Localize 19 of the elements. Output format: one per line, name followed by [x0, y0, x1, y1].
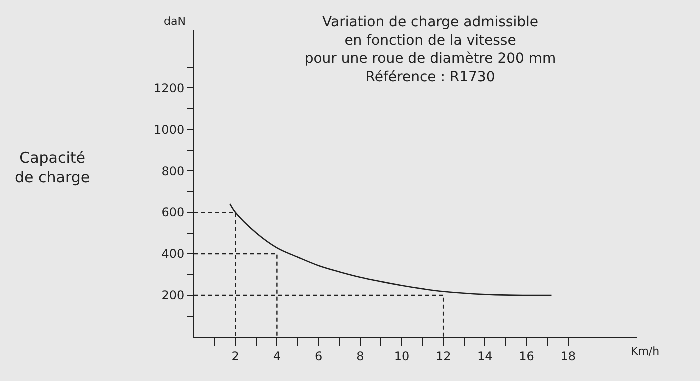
- x-tick-label: 18: [560, 349, 576, 364]
- text: Capacité de charge: [15, 149, 90, 186]
- x-tick-label: 6: [314, 349, 323, 364]
- x-tick-label: 16: [519, 349, 534, 364]
- x-tick-label: 14: [478, 349, 493, 364]
- y-tick-label: 200: [162, 288, 185, 303]
- x-tick-label: 8: [356, 349, 364, 364]
- y-tick-label: 400: [162, 247, 185, 262]
- y-tick-label: 800: [162, 164, 185, 178]
- text: Variation de charge admissible en fonction de la vitesse pour une roue de diamètre 200 mm Référence : R1730: [304, 14, 556, 86]
- y-tick-label: 1000: [154, 122, 185, 137]
- y-tick-label: 600: [162, 206, 185, 220]
- y-tick-label: 1200: [154, 81, 185, 96]
- x-tick-label: 12: [436, 349, 452, 364]
- y-axis-title: daN: [164, 15, 186, 28]
- x-tick-label: 4: [273, 349, 282, 364]
- x-tick-label: 2: [232, 349, 240, 364]
- x-tick-label: 10: [394, 349, 410, 364]
- x-axis-title: Km/h: [631, 345, 660, 358]
